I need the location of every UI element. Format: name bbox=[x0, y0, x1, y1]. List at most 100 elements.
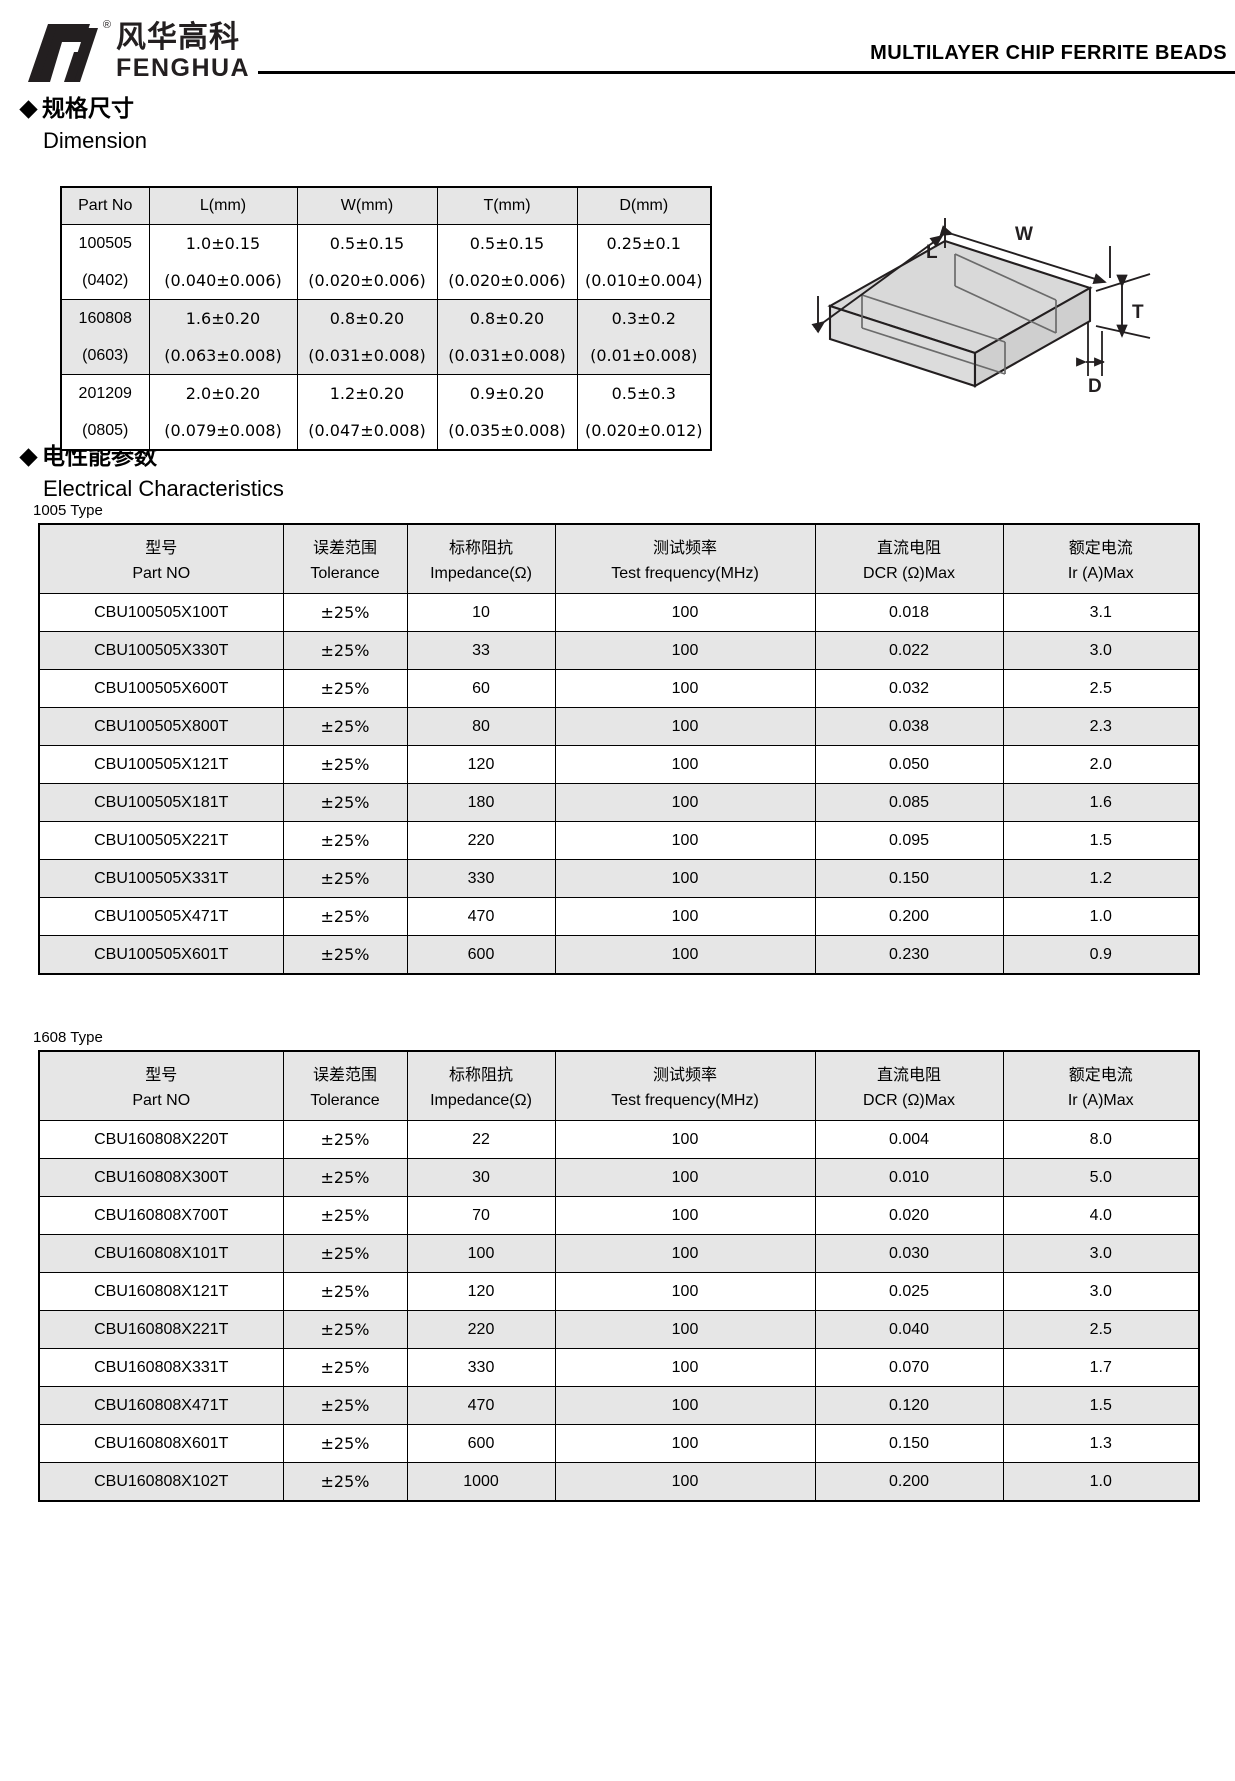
cell-length-mm: 2.0±0.20 bbox=[148, 374, 298, 413]
cell-test-frequency: 100 bbox=[554, 821, 816, 861]
table-row: (0805) (0.079±0.008) (0.047±0.008) (0.03… bbox=[60, 412, 712, 451]
cell-width-inch: (0.047±0.008) bbox=[296, 412, 438, 451]
cell-tolerance: ±25% bbox=[282, 707, 408, 747]
cell-test-frequency: 100 bbox=[554, 593, 816, 633]
cell-test-frequency: 100 bbox=[554, 1348, 816, 1388]
cell-thickness-inch: (0.035±0.008) bbox=[436, 412, 578, 451]
cell-termination-mm: 0.25±0.1 bbox=[576, 224, 712, 263]
cell-tolerance: ±25% bbox=[282, 745, 408, 785]
dimension-table: Part No L(mm) W(mm) T(mm) D(mm) 100505 1… bbox=[60, 186, 712, 452]
cell-tolerance: ±25% bbox=[282, 1462, 408, 1502]
cell-part-no: CBU160808X101T bbox=[38, 1234, 284, 1274]
cell-rated-current: 4.0 bbox=[1002, 1196, 1200, 1236]
cell-rated-current: 1.0 bbox=[1002, 897, 1200, 937]
cell-part-no: CBU100505X471T bbox=[38, 897, 284, 937]
table-row: CBU160808X221T ±25% 220 100 0.040 2.5 bbox=[38, 1310, 1200, 1350]
col-tolerance-cn: 误差范围 bbox=[312, 1065, 377, 1085]
cell-dcr: 0.010 bbox=[814, 1158, 1004, 1198]
col-part-no-en: Part NO bbox=[132, 565, 191, 583]
brand-name-cn: 风华高科 bbox=[116, 20, 240, 55]
company-logo: ® 风华高科 FENGHUA bbox=[28, 20, 251, 84]
cell-dcr: 0.085 bbox=[814, 783, 1004, 823]
page-header: ® 风华高科 FENGHUA MULTILAYER CHIP FERRITE B… bbox=[0, 0, 1235, 96]
cell-part-no: CBU160808X121T bbox=[38, 1272, 284, 1312]
table-row: 100505 1.0±0.15 0.5±0.15 0.5±0.15 0.25±0… bbox=[60, 224, 712, 263]
electrical-section: 电性能参数 Electrical Characteristics bbox=[19, 444, 1235, 502]
cell-rated-current: 3.0 bbox=[1002, 1234, 1200, 1274]
table-row: CBU160808X700T ±25% 70 100 0.020 4.0 bbox=[38, 1196, 1200, 1236]
cell-impedance: 22 bbox=[406, 1120, 556, 1160]
col-tolerance-en: Tolerance bbox=[310, 565, 380, 583]
cell-part-no-alt: (0603) bbox=[60, 337, 150, 376]
table-header-row: Part No L(mm) W(mm) T(mm) D(mm) bbox=[60, 186, 712, 226]
cell-tolerance: ±25% bbox=[282, 1234, 408, 1274]
cell-test-frequency: 100 bbox=[554, 1158, 816, 1198]
cell-test-frequency: 100 bbox=[554, 1310, 816, 1350]
cell-dcr: 0.004 bbox=[814, 1120, 1004, 1160]
cell-dcr: 0.070 bbox=[814, 1348, 1004, 1388]
table-row: CBU100505X330T ±25% 33 100 0.022 3.0 bbox=[38, 631, 1200, 671]
col-tolerance: 误差范围 Tolerance bbox=[282, 523, 408, 595]
cell-tolerance: ±25% bbox=[282, 631, 408, 671]
table-row: CBU160808X601T ±25% 600 100 0.150 1.3 bbox=[38, 1424, 1200, 1464]
cell-part-no: CBU100505X221T bbox=[38, 821, 284, 861]
cell-rated-current: 1.7 bbox=[1002, 1348, 1200, 1388]
cell-rated-current: 3.1 bbox=[1002, 593, 1200, 633]
table-row: (0603) (0.063±0.008) (0.031±0.008) (0.03… bbox=[60, 337, 712, 376]
cell-impedance: 330 bbox=[406, 1348, 556, 1388]
col-dcr: 直流电阻 DCR (Ω)Max bbox=[814, 1050, 1004, 1122]
cell-dcr: 0.030 bbox=[814, 1234, 1004, 1274]
cell-rated-current: 1.2 bbox=[1002, 859, 1200, 899]
cell-test-frequency: 100 bbox=[554, 1272, 816, 1312]
figure-label-termination: D bbox=[1088, 376, 1102, 396]
fenghua-logo-icon: ® bbox=[28, 20, 111, 84]
table-row: 201209 2.0±0.20 1.2±0.20 0.9±0.20 0.5±0.… bbox=[60, 374, 712, 413]
cell-rated-current: 5.0 bbox=[1002, 1158, 1200, 1198]
cell-test-frequency: 100 bbox=[554, 935, 816, 975]
cell-impedance: 70 bbox=[406, 1196, 556, 1236]
col-dcr-cn: 直流电阻 bbox=[876, 1065, 941, 1085]
table-row: (0402) (0.040±0.006) (0.020±0.006) (0.02… bbox=[60, 262, 712, 301]
cell-impedance: 470 bbox=[406, 897, 556, 937]
cell-dcr: 0.150 bbox=[814, 1424, 1004, 1464]
cell-impedance: 30 bbox=[406, 1158, 556, 1198]
diamond-bullet-icon bbox=[19, 448, 38, 468]
table-row: CBU100505X121T ±25% 120 100 0.050 2.0 bbox=[38, 745, 1200, 785]
cell-test-frequency: 100 bbox=[554, 897, 816, 937]
cell-part-no: 160808 bbox=[60, 299, 150, 338]
table-row: CBU100505X601T ±25% 600 100 0.230 0.9 bbox=[38, 935, 1200, 975]
electrical-table-1608-body: CBU160808X220T ±25% 22 100 0.004 8.0 CBU160808… bbox=[38, 1120, 1200, 1502]
col-rated-current-cn: 额定电流 bbox=[1068, 1065, 1133, 1085]
col-dcr-en: DCR (Ω)Max bbox=[863, 1092, 955, 1110]
cell-tolerance: ±25% bbox=[282, 1120, 408, 1160]
table-row: CBU100505X600T ±25% 60 100 0.032 2.5 bbox=[38, 669, 1200, 709]
table-label-1608: 1608 Type bbox=[33, 1029, 103, 1047]
col-part-no: 型号 Part NO bbox=[38, 1050, 284, 1122]
col-part-no-cn: 型号 bbox=[145, 538, 178, 558]
cell-impedance: 80 bbox=[406, 707, 556, 747]
cell-dcr: 0.022 bbox=[814, 631, 1004, 671]
cell-tolerance: ±25% bbox=[282, 783, 408, 823]
cell-dcr: 0.025 bbox=[814, 1272, 1004, 1312]
cell-rated-current: 0.9 bbox=[1002, 935, 1200, 975]
cell-impedance: 180 bbox=[406, 783, 556, 823]
cell-part-no-alt: (0402) bbox=[60, 262, 150, 301]
cell-part-no: CBU100505X181T bbox=[38, 783, 284, 823]
cell-tolerance: ±25% bbox=[282, 1272, 408, 1312]
col-test-frequency-cn: 测试频率 bbox=[652, 538, 717, 558]
cell-dcr: 0.200 bbox=[814, 897, 1004, 937]
cell-width-inch: (0.020±0.006) bbox=[296, 262, 438, 301]
brand-name-en: FENGHUA bbox=[116, 53, 251, 82]
electrical-table-1005-body: CBU100505X100T ±25% 10 100 0.018 3.1 CBU100505… bbox=[38, 593, 1200, 975]
cell-rated-current: 1.0 bbox=[1002, 1462, 1200, 1502]
cell-tolerance: ±25% bbox=[282, 1424, 408, 1464]
cell-rated-current: 1.3 bbox=[1002, 1424, 1200, 1464]
component-dimension-figure: L W T D bbox=[800, 196, 1180, 397]
col-rated-current-en: Ir (A)Max bbox=[1067, 1092, 1134, 1110]
cell-termination-mm: 0.3±0.2 bbox=[576, 299, 712, 338]
table-row: CBU160808X300T ±25% 30 100 0.010 5.0 bbox=[38, 1158, 1200, 1198]
registered-trademark-icon: ® bbox=[102, 19, 111, 31]
cell-rated-current: 1.5 bbox=[1002, 821, 1200, 861]
col-test-frequency-cn: 测试频率 bbox=[652, 1065, 717, 1085]
cell-dcr: 0.200 bbox=[814, 1462, 1004, 1502]
